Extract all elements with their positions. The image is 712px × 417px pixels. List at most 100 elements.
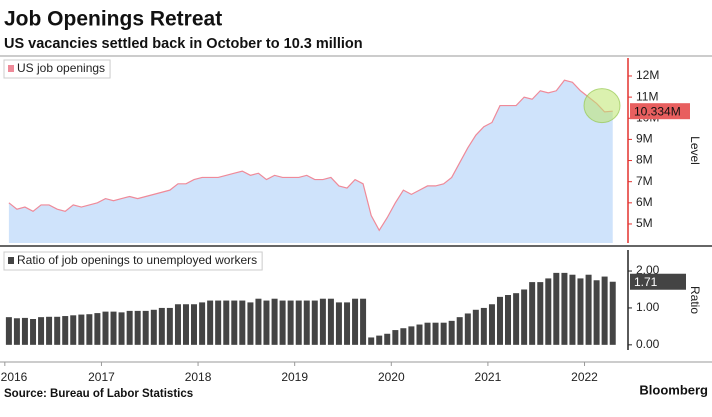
y-tick-label: 8M [636,153,653,167]
bar [585,274,592,345]
legend-swatch [8,65,14,72]
bar [223,300,230,345]
legend-box [3,59,111,79]
bar [480,307,487,345]
axis-title: Ratio [688,286,702,314]
bar [21,317,28,345]
bar [158,307,165,345]
x-tick-label: 2020 [378,370,405,384]
x-tick-label: 2019 [281,370,308,384]
bar [279,300,286,345]
bar [215,300,222,345]
bar [54,316,61,345]
legend-label: Ratio of job openings to unemployed work… [17,253,257,267]
bar [601,276,608,345]
last-value-label: 1.71 [634,275,658,289]
bar [94,313,101,345]
bar [30,319,37,345]
y-tick-label: 6M [636,195,653,209]
bar [239,300,246,345]
bar [593,280,600,345]
bar [319,298,326,345]
x-tick-label: 2021 [475,370,502,384]
last-value-box [630,273,686,290]
chart-subtitle: US vacancies settled back in October to … [4,36,363,52]
bar [344,302,351,345]
bar [384,333,391,345]
y-tick-label: 2.00 [636,263,660,277]
bar [400,328,407,345]
axis-title: Level [688,136,702,165]
bar [46,316,53,345]
bar [368,337,375,345]
bar [287,300,294,345]
bar [424,322,431,345]
bar [440,322,447,345]
bar [247,302,254,345]
bar [545,278,552,345]
bar [311,300,318,345]
legend-box [3,251,263,271]
brand: Bloomberg [639,382,708,397]
bar [513,293,520,345]
bar [142,310,149,345]
bar [327,298,334,345]
bar [392,330,399,345]
bar [271,298,278,345]
bar [561,272,568,345]
bar [182,304,189,345]
source: Source: Bureau of Labor Statistics [4,388,193,400]
bar [78,314,85,345]
bar [408,326,415,345]
bar [102,311,109,345]
bar [376,335,383,345]
y-tick-label: 12M [636,68,659,82]
y-tick-label: 9M [636,132,653,146]
bar [38,317,45,345]
bar [174,304,181,345]
bar [5,317,12,345]
bar [537,282,544,345]
bar [70,315,77,345]
bar [553,272,560,345]
bar [255,298,262,345]
bar [569,274,576,345]
bar [166,307,173,345]
bar [352,298,359,345]
bar [609,281,616,345]
chart-title: Job Openings Retreat [4,8,222,31]
bar [199,302,206,345]
legend-label: US job openings [17,61,105,75]
bar [521,289,528,345]
bar [456,317,463,345]
bar [448,320,455,345]
last-value-label: 10.334M [634,104,681,118]
bar [110,311,117,345]
x-tick-label: 2018 [185,370,212,384]
highlight [583,88,621,124]
bar [295,300,302,345]
bar [529,282,536,345]
x-tick-label: 2016 [1,370,28,384]
y-tick-label: 5M [636,216,653,230]
bar [13,318,20,345]
bar [207,300,214,345]
line [8,79,613,232]
bar [231,300,238,345]
bar [464,313,471,345]
bar [191,304,198,345]
bar [488,304,495,345]
bar [126,310,133,345]
bar [577,278,584,345]
bar [496,296,503,345]
x-tick-label: 2017 [88,370,115,384]
bar [118,312,125,345]
y-tick-label: 7M [636,174,653,188]
bar [134,310,141,345]
bar [360,298,367,345]
x-tick-label: 2022 [571,370,598,384]
y-tick-label: 0.00 [636,337,660,351]
last-value-box [630,103,690,120]
legend-swatch [8,257,14,264]
